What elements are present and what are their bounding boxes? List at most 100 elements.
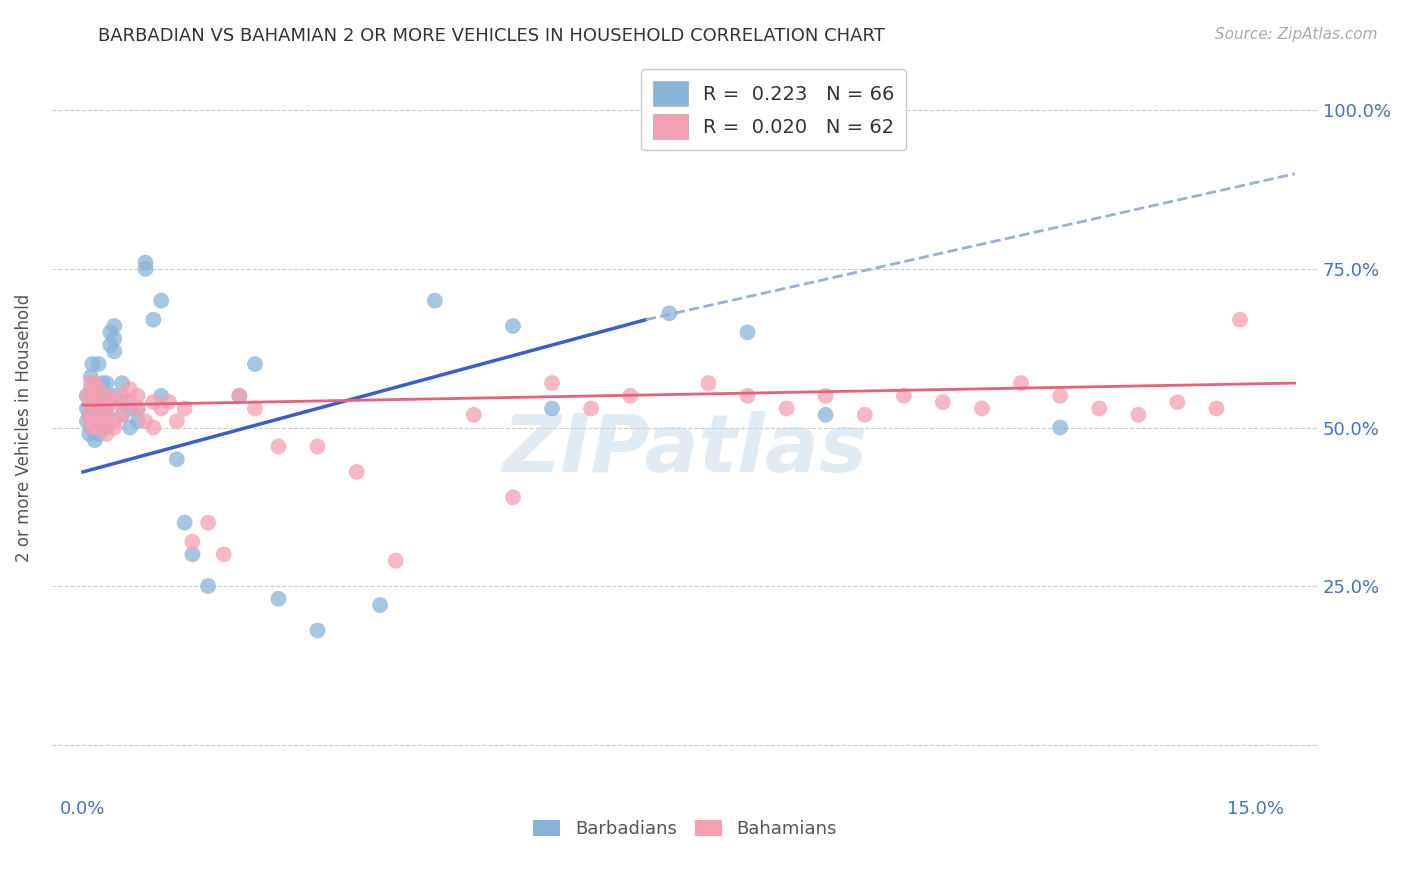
Point: [80, 414, 103, 428]
Point: [80, 420, 103, 434]
Point: [82, 357, 104, 371]
Point: [853, 408, 876, 422]
Point: [737, 326, 759, 340]
Point: [932, 395, 955, 409]
Point: [181, 534, 204, 549]
Point: [87, 414, 110, 428]
Y-axis label: 2 or more Vehicles in Household: 2 or more Vehicles in Household: [15, 293, 32, 562]
Point: [228, 389, 250, 403]
Point: [96, 408, 118, 422]
Point: [96, 395, 118, 409]
Point: [1128, 408, 1150, 422]
Point: [368, 598, 391, 612]
Point: [87, 395, 110, 409]
Point: [100, 326, 122, 340]
Point: [541, 401, 564, 416]
Point: [87, 408, 110, 422]
Point: [658, 306, 681, 320]
Point: [80, 376, 103, 390]
Point: [127, 414, 149, 428]
Point: [814, 408, 837, 422]
Point: [127, 401, 149, 416]
Point: [103, 395, 125, 409]
Point: [96, 401, 118, 416]
Point: [346, 465, 368, 479]
Point: [96, 376, 118, 390]
Point: [118, 383, 141, 397]
Point: [142, 420, 165, 434]
Point: [83, 408, 105, 422]
Point: [970, 401, 993, 416]
Point: [87, 401, 110, 416]
Point: [111, 395, 134, 409]
Point: [502, 490, 524, 504]
Point: [307, 624, 329, 638]
Point: [150, 293, 173, 308]
Point: [267, 591, 290, 606]
Text: Source: ZipAtlas.com: Source: ZipAtlas.com: [1215, 27, 1378, 42]
Point: [96, 389, 118, 403]
Point: [111, 376, 134, 390]
Point: [91, 420, 114, 434]
Point: [118, 401, 141, 416]
Point: [103, 420, 125, 434]
Point: [83, 389, 105, 403]
Point: [127, 389, 149, 403]
Point: [142, 312, 165, 326]
Point: [541, 376, 564, 390]
Point: [96, 389, 118, 403]
Point: [80, 395, 103, 409]
Point: [173, 516, 195, 530]
Point: [1049, 420, 1071, 434]
Point: [619, 389, 641, 403]
Point: [80, 395, 103, 409]
Point: [83, 389, 105, 403]
Point: [150, 401, 173, 416]
Point: [135, 255, 157, 269]
Point: [135, 261, 157, 276]
Point: [103, 332, 125, 346]
Point: [76, 389, 98, 403]
Point: [1049, 389, 1071, 403]
Point: [197, 516, 219, 530]
Point: [96, 414, 118, 428]
Point: [83, 433, 105, 447]
Point: [893, 389, 915, 403]
Point: [76, 414, 98, 428]
Point: [96, 401, 118, 416]
Point: [91, 408, 114, 422]
Point: [157, 395, 180, 409]
Point: [423, 293, 446, 308]
Point: [166, 414, 188, 428]
Point: [384, 554, 406, 568]
Point: [87, 426, 110, 441]
Point: [463, 408, 485, 422]
Point: [166, 452, 188, 467]
Point: [76, 401, 98, 416]
Point: [76, 389, 98, 403]
Point: [83, 420, 105, 434]
Point: [80, 369, 103, 384]
Point: [1229, 312, 1251, 326]
Point: [228, 389, 250, 403]
Point: [127, 401, 149, 416]
Point: [212, 547, 235, 561]
Point: [1010, 376, 1032, 390]
Point: [775, 401, 797, 416]
Point: [111, 408, 134, 422]
Point: [83, 376, 105, 390]
Point: [103, 389, 125, 403]
Text: BARBADIAN VS BAHAMIAN 2 OR MORE VEHICLES IN HOUSEHOLD CORRELATION CHART: BARBADIAN VS BAHAMIAN 2 OR MORE VEHICLES…: [98, 27, 886, 45]
Point: [697, 376, 720, 390]
Point: [83, 376, 105, 390]
Point: [243, 401, 266, 416]
Point: [502, 318, 524, 333]
Point: [267, 440, 290, 454]
Point: [1088, 401, 1111, 416]
Point: [307, 440, 329, 454]
Point: [118, 395, 141, 409]
Point: [737, 389, 759, 403]
Point: [87, 395, 110, 409]
Point: [87, 383, 110, 397]
Point: [103, 318, 125, 333]
